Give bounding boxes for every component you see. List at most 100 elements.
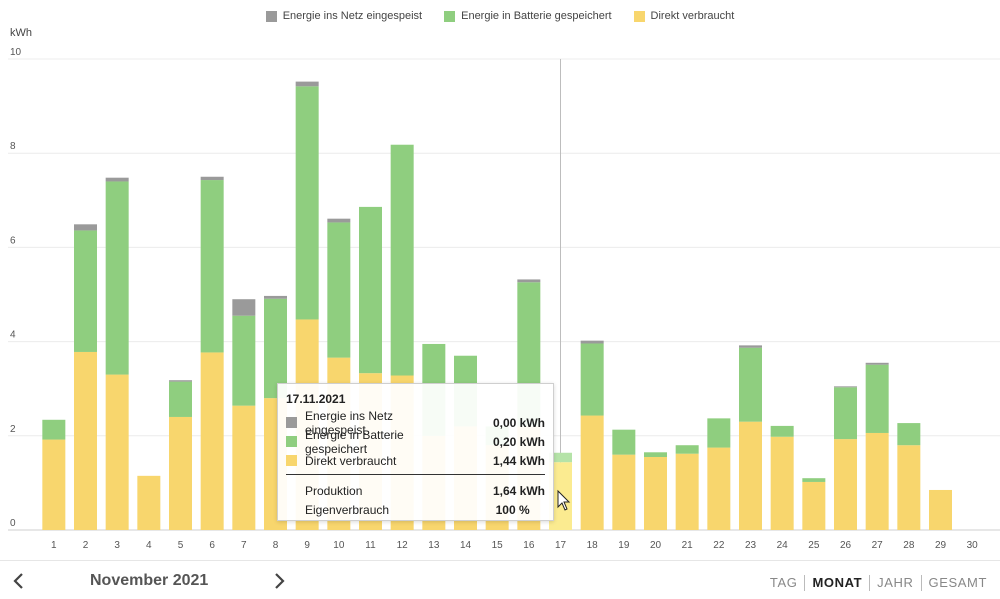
- x-tick-label: 7: [241, 540, 247, 551]
- x-tick-label: 13: [428, 540, 440, 551]
- bar-segment: [644, 452, 667, 457]
- bar-segment: [612, 429, 636, 455]
- legend-item[interactable]: Direkt verbraucht: [633, 10, 735, 22]
- tooltip-row-battery: Energie in Batterie gespeichert 0,20 kWh: [286, 428, 545, 456]
- view-gesamt-button[interactable]: GESAMT: [928, 575, 987, 590]
- bar-segment: [105, 181, 129, 375]
- bar-segment: [865, 432, 889, 530]
- tooltip-unit-self-consumption: %: [519, 502, 530, 517]
- bar-segment: [232, 315, 256, 406]
- bar-segment: [739, 345, 762, 348]
- x-tick-label: 2: [83, 540, 89, 551]
- bar-segment: [580, 343, 604, 416]
- legend-swatch: [265, 10, 277, 22]
- y-tick-label: 8: [10, 141, 16, 152]
- chart-legend: Energie ins Netz eingespeist Energie in B…: [0, 10, 1000, 22]
- tooltip-value-production: 1,64: [492, 483, 517, 498]
- tooltip-swatch-battery: [286, 436, 297, 447]
- bar-segment: [74, 230, 97, 352]
- legend-swatch: [444, 10, 456, 22]
- navigation-bar: November 2021 TAG MONAT JAHR GESAMT: [0, 560, 1000, 599]
- bar-segment: [105, 177, 129, 182]
- legend-label: Energie in Batterie gespeichert: [461, 10, 612, 22]
- bar-segment: [169, 380, 192, 382]
- chevron-left-icon: [13, 573, 23, 589]
- bar-segment: [42, 439, 66, 530]
- bar-segment: [42, 419, 66, 440]
- x-tick-label: 20: [650, 540, 662, 551]
- bar-segment: [675, 453, 699, 530]
- view-divider: [920, 575, 922, 591]
- y-tick-label: 2: [10, 424, 16, 435]
- x-tick-label: 30: [967, 540, 979, 551]
- view-switcher: TAG MONAT JAHR GESAMT: [763, 575, 994, 591]
- tooltip-label-grid: Energie ins Netz eingespeist: [305, 408, 394, 437]
- x-tick-label: 1: [51, 540, 57, 551]
- x-tick-label: 4: [146, 540, 152, 551]
- bar-segment: [897, 423, 921, 446]
- bar-segment: [929, 489, 952, 530]
- bar-segment: [169, 416, 192, 530]
- bar-segment: [264, 298, 287, 399]
- x-tick-label: 3: [114, 540, 120, 551]
- tooltip-unit-battery: kWh: [519, 434, 545, 449]
- bar-segment: [200, 352, 224, 530]
- bar-segment: [707, 418, 731, 448]
- bar-segment: [232, 405, 256, 530]
- previous-month-button[interactable]: [8, 569, 30, 593]
- bar-segment: [580, 415, 604, 530]
- bar-segment: [865, 364, 889, 433]
- month-label: November 2021: [90, 572, 209, 589]
- bar-segment: [770, 436, 794, 530]
- tooltip-swatch-direct: [286, 455, 297, 466]
- bar-segment: [74, 224, 97, 231]
- x-tick-label: 22: [713, 540, 725, 551]
- view-divider: [869, 575, 871, 591]
- tooltip-value-grid: 0,00: [492, 415, 517, 430]
- tooltip-date: 17.11.2021: [286, 392, 346, 406]
- x-tick-label: 17: [555, 540, 567, 551]
- x-tick-label: 15: [492, 540, 504, 551]
- x-tick-label: 16: [523, 540, 535, 551]
- bar-segment: [232, 299, 256, 316]
- bar-segment: [644, 456, 667, 530]
- tooltip-unit-production: kWh: [519, 483, 545, 498]
- tooltip-divider: [286, 474, 545, 475]
- view-tag-button[interactable]: TAG: [769, 575, 798, 590]
- legend-label: Direkt verbraucht: [650, 10, 735, 22]
- x-tick-label: 23: [745, 540, 757, 551]
- x-tick-label: 21: [682, 540, 694, 551]
- next-month-button[interactable]: [268, 569, 290, 593]
- bar-segment: [169, 381, 192, 417]
- legend-label: Energie ins Netz eingespeist: [282, 10, 423, 22]
- x-tick-label: 11: [365, 540, 376, 551]
- y-tick-label: 10: [10, 47, 22, 58]
- tooltip-label-production: Produktion: [305, 483, 363, 498]
- y-tick-label: 6: [10, 235, 16, 246]
- bar-segment: [739, 421, 762, 530]
- y-tick-label: 0: [10, 518, 16, 529]
- bar-segment: [390, 144, 414, 376]
- tooltip-swatch-grid: [286, 417, 297, 428]
- tooltip-value-battery: 0,20: [492, 434, 517, 449]
- tooltip-value-direct: 1,44: [492, 453, 517, 468]
- view-jahr-button[interactable]: JAHR: [877, 575, 914, 590]
- x-tick-label: 10: [333, 540, 345, 551]
- bar-segment: [802, 478, 826, 482]
- view-divider: [804, 575, 806, 591]
- view-monat-button[interactable]: MONAT: [812, 575, 863, 590]
- bar-segment: [200, 180, 224, 353]
- tooltip-unit-direct: kWh: [519, 453, 545, 468]
- bar-segment: [770, 425, 794, 437]
- bar-segment: [802, 481, 826, 530]
- mouse-cursor-icon: [557, 489, 571, 511]
- bar-segment: [834, 439, 857, 530]
- bar-segment: [137, 475, 161, 530]
- x-tick-label: 19: [618, 540, 630, 551]
- x-tick-label: 25: [808, 540, 820, 551]
- x-tick-label: 9: [304, 540, 310, 551]
- legend-item[interactable]: Energie in Batterie gespeichert: [444, 10, 612, 22]
- legend-item[interactable]: Energie ins Netz eingespeist: [265, 10, 423, 22]
- legend-swatch: [633, 10, 645, 22]
- tooltip-row-grid: Energie ins Netz eingespeist 0,00 kWh: [286, 409, 545, 437]
